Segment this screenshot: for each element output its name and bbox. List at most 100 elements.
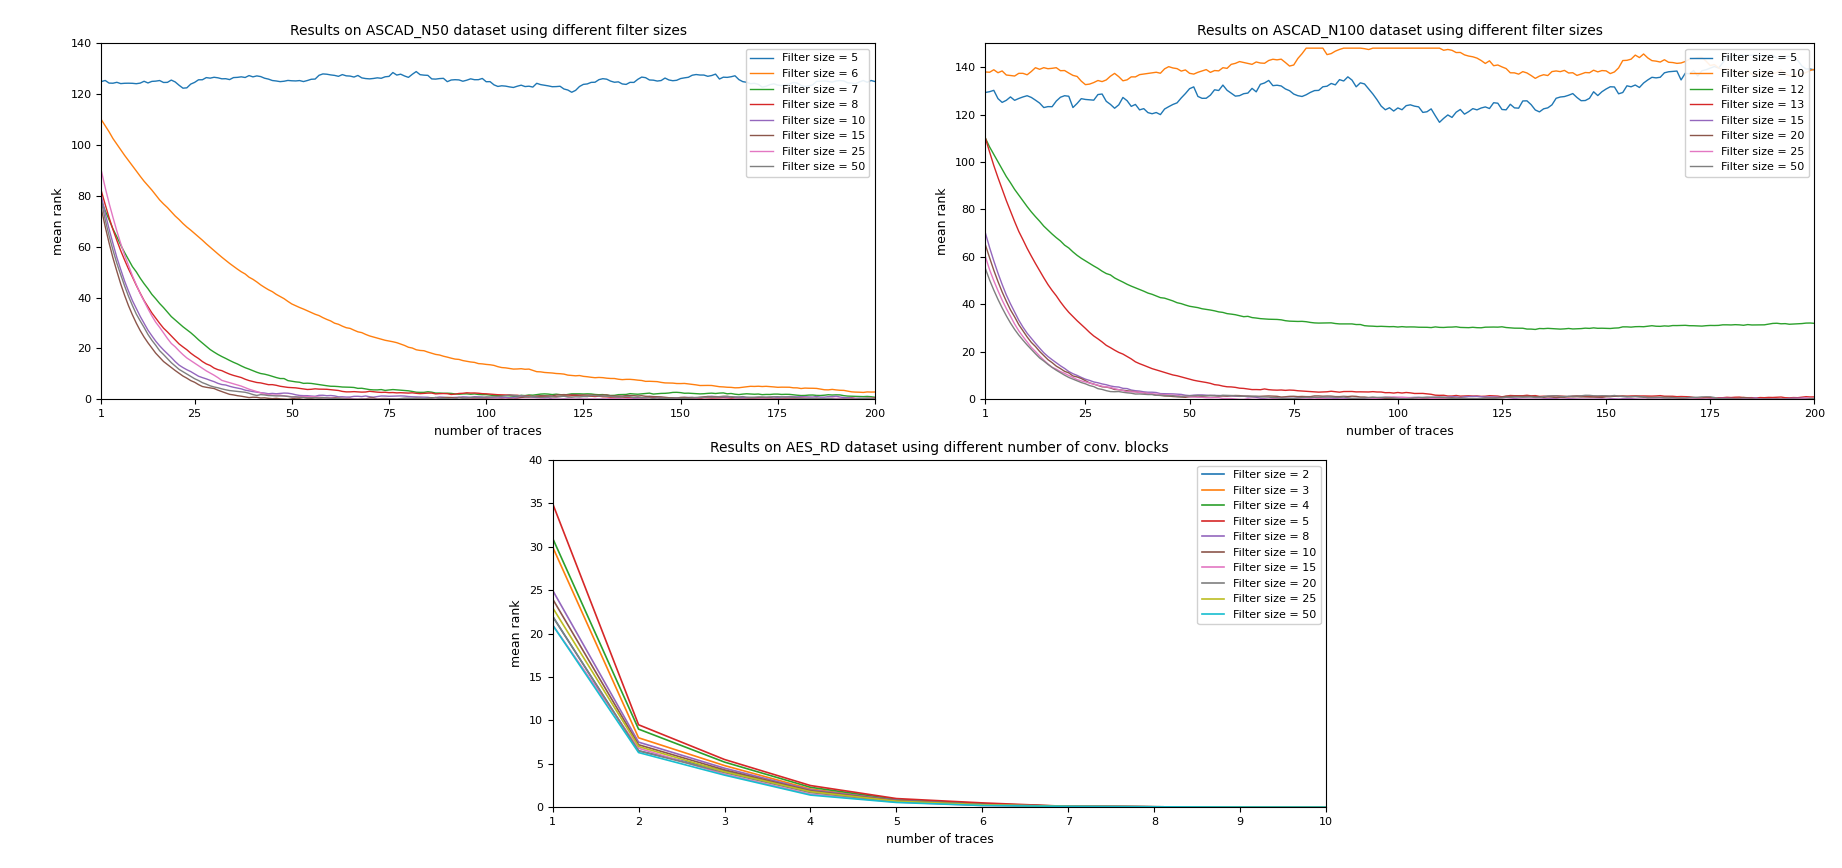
- Filter size = 3: [799, 784, 822, 794]
- Filter size = 3: [886, 795, 908, 806]
- Filter size = 3: [628, 733, 650, 743]
- Filter size = 3: [1315, 802, 1337, 812]
- Filter size = 20: [1008, 319, 1030, 330]
- Filter size = 15: [886, 797, 908, 807]
- Filter size = 10: [1295, 43, 1317, 53]
- Filter size = 25: [1766, 394, 1789, 404]
- Filter size = 8: [801, 393, 823, 404]
- Filter size = 25: [864, 393, 886, 404]
- Filter size = 50: [799, 790, 822, 800]
- Filter size = 15: [1129, 386, 1151, 397]
- Filter size = 2: [628, 746, 650, 756]
- Filter size = 5: [1315, 802, 1337, 812]
- Filter size = 8: [136, 301, 158, 312]
- Filter size = 8: [90, 186, 112, 196]
- Filter size = 25: [713, 766, 735, 777]
- Filter size = 10: [297, 391, 319, 401]
- Line: Filter size = 5: Filter size = 5: [101, 71, 875, 92]
- Filter size = 5: [864, 76, 886, 87]
- Line: Filter size = 13: Filter size = 13: [985, 138, 1814, 398]
- Filter size = 4: [886, 794, 908, 805]
- Filter size = 6: [798, 383, 820, 393]
- Filter size = 6: [853, 387, 875, 398]
- Filter size = 50: [713, 770, 735, 780]
- Filter size = 10: [864, 393, 886, 404]
- Filter size = 50: [1144, 802, 1166, 812]
- X-axis label: number of traces: number of traces: [435, 424, 542, 437]
- Filter size = 10: [1008, 68, 1030, 78]
- Filter size = 5: [1195, 93, 1218, 103]
- Legend: Filter size = 5, Filter size = 10, Filter size = 12, Filter size = 13, Filter si: Filter size = 5, Filter size = 10, Filte…: [1685, 49, 1809, 177]
- Filter size = 10: [122, 295, 144, 306]
- Filter size = 4: [1144, 802, 1166, 812]
- Filter size = 10: [1741, 69, 1763, 80]
- Filter size = 7: [90, 196, 112, 207]
- Filter size = 8: [1315, 802, 1337, 812]
- Line: Filter size = 10: Filter size = 10: [101, 196, 875, 399]
- Filter size = 5: [297, 76, 319, 86]
- Filter size = 15: [542, 620, 564, 630]
- Filter size = 10: [886, 795, 908, 806]
- Filter size = 6: [825, 385, 847, 395]
- Line: Filter size = 5: Filter size = 5: [553, 503, 1326, 807]
- Filter size = 50: [628, 747, 650, 758]
- Filter size = 10: [1229, 802, 1251, 812]
- Filter size = 5: [1129, 105, 1151, 115]
- Line: Filter size = 15: Filter size = 15: [985, 233, 1814, 399]
- Line: Filter size = 8: Filter size = 8: [553, 590, 1326, 807]
- Filter size = 2: [542, 611, 564, 621]
- Filter size = 5: [122, 78, 144, 89]
- Filter size = 12: [1129, 285, 1151, 295]
- Filter size = 8: [759, 394, 781, 404]
- Filter size = 15: [1057, 801, 1079, 812]
- Y-axis label: mean rank: mean rank: [510, 600, 523, 667]
- Filter size = 12: [1024, 212, 1046, 222]
- Line: Filter size = 12: Filter size = 12: [985, 138, 1814, 330]
- Filter size = 2: [971, 799, 993, 810]
- Filter size = 20: [1737, 392, 1759, 403]
- Filter size = 7: [136, 284, 158, 294]
- Filter size = 7: [825, 390, 847, 400]
- Filter size = 50: [829, 394, 851, 404]
- Filter size = 15: [829, 394, 851, 404]
- Line: Filter size = 4: Filter size = 4: [553, 538, 1326, 807]
- Filter size = 8: [864, 393, 886, 404]
- Filter size = 13: [1129, 358, 1151, 369]
- Title: Results on ASCAD_N100 dataset using different filter sizes: Results on ASCAD_N100 dataset using diff…: [1197, 24, 1603, 38]
- Filter size = 8: [1057, 801, 1079, 812]
- Filter size = 15: [1737, 393, 1759, 404]
- X-axis label: number of traces: number of traces: [886, 832, 993, 845]
- Filter size = 6: [136, 181, 158, 191]
- Filter size = 12: [1195, 304, 1218, 314]
- Filter size = 5: [886, 793, 908, 804]
- Filter size = 15: [1195, 390, 1218, 400]
- Filter size = 4: [971, 799, 993, 809]
- Filter size = 50: [1024, 349, 1046, 359]
- Filter size = 25: [1024, 346, 1046, 357]
- Filter size = 3: [713, 760, 735, 771]
- Filter size = 13: [974, 133, 997, 143]
- Filter size = 50: [974, 264, 997, 274]
- Filter size = 20: [974, 240, 997, 250]
- Line: Filter size = 8: Filter size = 8: [101, 191, 875, 399]
- Filter size = 15: [90, 203, 112, 214]
- Filter size = 10: [799, 786, 822, 796]
- Line: Filter size = 20: Filter size = 20: [553, 616, 1326, 807]
- Filter size = 6: [234, 269, 256, 279]
- Filter size = 15: [628, 743, 650, 753]
- Filter size = 13: [1008, 227, 1030, 237]
- Filter size = 10: [1133, 69, 1155, 79]
- Filter size = 25: [1129, 387, 1151, 398]
- Filter size = 8: [886, 795, 908, 806]
- Filter size = 50: [971, 800, 993, 811]
- Filter size = 2: [1144, 802, 1166, 812]
- Filter size = 10: [1770, 65, 1792, 76]
- Filter size = 20: [1766, 394, 1789, 404]
- Filter size = 15: [1803, 393, 1825, 404]
- Filter size = 2: [799, 786, 822, 797]
- Filter size = 20: [799, 787, 822, 798]
- Filter size = 7: [234, 363, 256, 373]
- Filter size = 25: [90, 165, 112, 175]
- Filter size = 5: [628, 720, 650, 730]
- Filter size = 25: [628, 741, 650, 752]
